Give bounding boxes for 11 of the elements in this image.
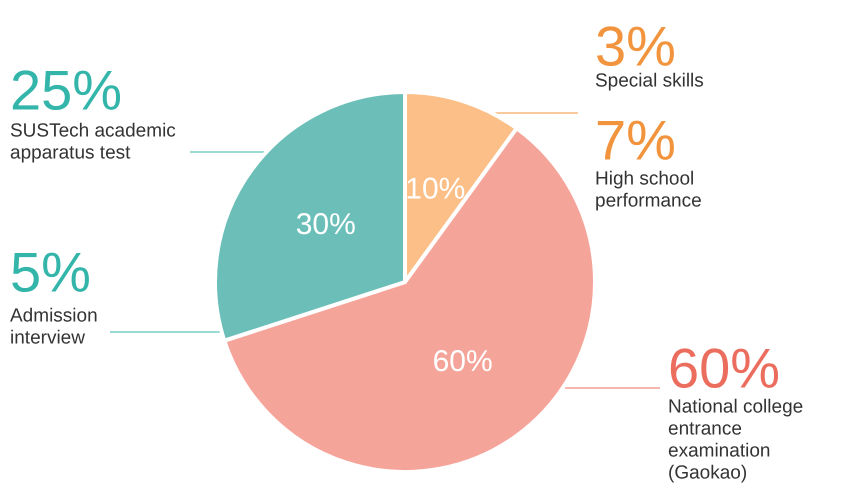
text: 5% — [10, 240, 91, 304]
text: SUSTech academic apparatus test — [10, 120, 182, 164]
text: 60% — [432, 344, 493, 378]
text: High school performance — [595, 168, 702, 212]
text: 25% — [10, 58, 122, 122]
data-label: 30% — [296, 208, 356, 241]
text: 7% — [595, 108, 676, 172]
text: National college entrance examination (Gaokao) — [668, 396, 808, 484]
text: Admission interview — [10, 306, 103, 348]
data-label: 10% — [405, 172, 466, 206]
data-label: 60% — [668, 336, 780, 400]
